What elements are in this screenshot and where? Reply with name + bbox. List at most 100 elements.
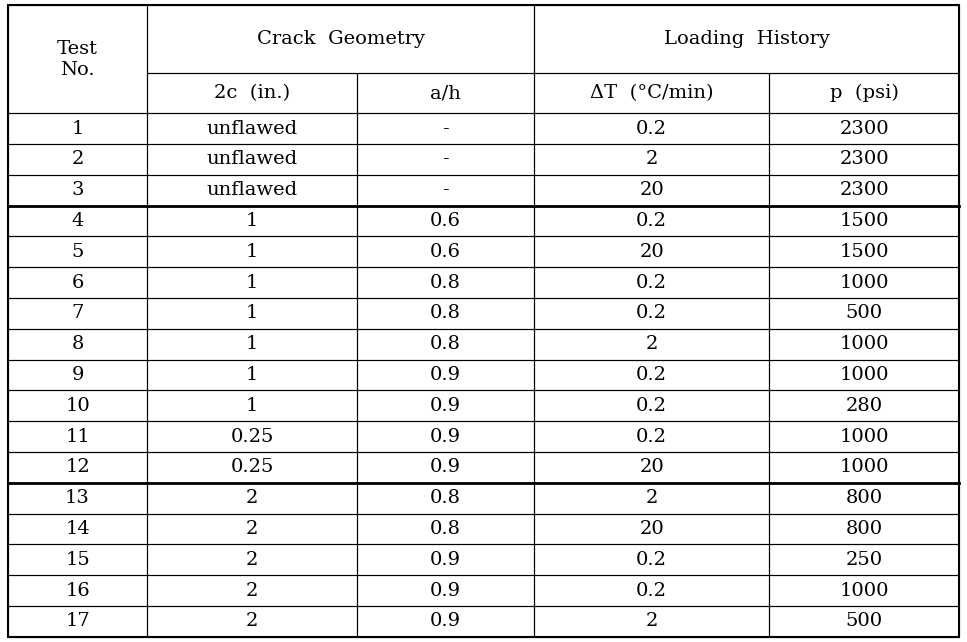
Text: 2: 2 xyxy=(645,612,658,630)
Bar xyxy=(8,175,147,205)
Bar xyxy=(147,113,357,144)
Text: 10: 10 xyxy=(65,397,90,415)
Text: 1: 1 xyxy=(246,335,258,353)
Text: 8: 8 xyxy=(72,335,84,353)
Text: 0.6: 0.6 xyxy=(430,212,461,230)
Text: unflawed: unflawed xyxy=(206,181,298,199)
Bar xyxy=(147,575,357,606)
Bar xyxy=(534,329,769,360)
Bar xyxy=(769,73,959,113)
Text: 2: 2 xyxy=(246,551,258,569)
Text: 1500: 1500 xyxy=(839,243,889,261)
Text: 0.2: 0.2 xyxy=(636,273,667,291)
Bar xyxy=(147,329,357,360)
Text: Loading  History: Loading History xyxy=(663,30,830,48)
Text: 14: 14 xyxy=(65,520,90,538)
Text: 0.8: 0.8 xyxy=(430,489,461,507)
Text: p  (psi): p (psi) xyxy=(830,84,898,102)
Bar xyxy=(147,421,357,452)
Bar xyxy=(769,421,959,452)
Bar xyxy=(769,360,959,390)
Bar xyxy=(8,360,147,390)
Bar xyxy=(769,575,959,606)
Bar xyxy=(8,329,147,360)
Text: 500: 500 xyxy=(845,612,883,630)
Text: 13: 13 xyxy=(65,489,90,507)
Text: 2: 2 xyxy=(645,335,658,353)
Bar xyxy=(8,205,147,236)
Bar xyxy=(534,606,769,637)
Bar xyxy=(8,483,147,514)
Text: 4: 4 xyxy=(72,212,84,230)
Text: 0.25: 0.25 xyxy=(230,458,274,476)
Text: unflawed: unflawed xyxy=(206,119,298,137)
Bar xyxy=(534,144,769,175)
Text: 800: 800 xyxy=(845,489,883,507)
Bar xyxy=(147,73,357,113)
Text: 1: 1 xyxy=(246,212,258,230)
Text: 1: 1 xyxy=(246,366,258,384)
Text: 250: 250 xyxy=(845,551,883,569)
Text: 1500: 1500 xyxy=(839,212,889,230)
Text: 20: 20 xyxy=(639,243,664,261)
Bar xyxy=(8,606,147,637)
Text: 16: 16 xyxy=(65,582,90,600)
Bar xyxy=(534,298,769,329)
Bar xyxy=(8,421,147,452)
Bar xyxy=(769,236,959,267)
Text: unflawed: unflawed xyxy=(206,150,298,168)
Text: 11: 11 xyxy=(65,428,90,446)
Text: 0.9: 0.9 xyxy=(430,551,461,569)
Text: 1000: 1000 xyxy=(839,273,889,291)
Text: 2300: 2300 xyxy=(839,181,889,199)
Text: 1: 1 xyxy=(246,397,258,415)
Text: 2: 2 xyxy=(645,489,658,507)
Bar xyxy=(357,175,534,205)
Bar xyxy=(357,329,534,360)
Text: 0.2: 0.2 xyxy=(636,428,667,446)
Text: 0.2: 0.2 xyxy=(636,304,667,322)
Bar xyxy=(8,544,147,575)
Bar xyxy=(357,73,534,113)
Bar xyxy=(769,606,959,637)
Bar xyxy=(357,236,534,267)
Bar xyxy=(357,421,534,452)
Text: 2300: 2300 xyxy=(839,119,889,137)
Text: 2: 2 xyxy=(645,150,658,168)
Bar xyxy=(8,452,147,483)
Bar xyxy=(357,390,534,421)
Text: 7: 7 xyxy=(72,304,84,322)
Bar xyxy=(147,360,357,390)
Bar xyxy=(357,452,534,483)
Text: 1000: 1000 xyxy=(839,428,889,446)
Bar xyxy=(534,452,769,483)
Bar xyxy=(769,483,959,514)
Bar xyxy=(769,144,959,175)
Bar xyxy=(769,329,959,360)
Bar xyxy=(534,267,769,298)
Bar xyxy=(769,390,959,421)
Bar xyxy=(147,390,357,421)
Text: -: - xyxy=(442,150,449,168)
Bar xyxy=(357,113,534,144)
Bar xyxy=(147,236,357,267)
Text: 12: 12 xyxy=(65,458,90,476)
Bar xyxy=(357,544,534,575)
Text: Crack  Geometry: Crack Geometry xyxy=(257,30,425,48)
Text: 0.9: 0.9 xyxy=(430,458,461,476)
Text: 0.8: 0.8 xyxy=(430,335,461,353)
Text: 1000: 1000 xyxy=(839,335,889,353)
Text: 1: 1 xyxy=(246,304,258,322)
Bar xyxy=(534,175,769,205)
Text: -: - xyxy=(442,119,449,137)
Text: 280: 280 xyxy=(845,397,883,415)
Bar xyxy=(357,267,534,298)
Text: 20: 20 xyxy=(639,458,664,476)
Text: 2c  (in.): 2c (in.) xyxy=(214,84,290,102)
Text: 0.2: 0.2 xyxy=(636,551,667,569)
Bar xyxy=(534,205,769,236)
Bar xyxy=(769,175,959,205)
Bar xyxy=(534,113,769,144)
Text: 20: 20 xyxy=(639,181,664,199)
Bar xyxy=(357,144,534,175)
